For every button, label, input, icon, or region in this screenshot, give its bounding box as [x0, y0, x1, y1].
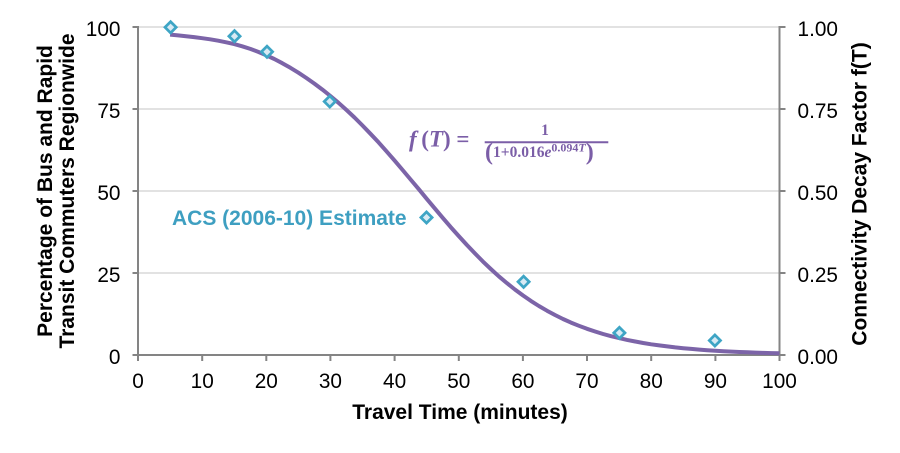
- svg-text:Percentage of Bus and Rapid: Percentage of Bus and Rapid: [34, 45, 57, 337]
- svg-text:1: 1: [541, 122, 549, 139]
- svg-text:ACS (2006-10) Estimate: ACS (2006-10) Estimate: [172, 207, 407, 230]
- svg-text:90: 90: [704, 370, 727, 393]
- svg-text:20: 20: [255, 370, 278, 393]
- svg-text:100: 100: [762, 370, 797, 393]
- svg-text:0.75: 0.75: [798, 100, 838, 123]
- svg-text:60: 60: [511, 370, 534, 393]
- svg-text:Transit Commuters Regionwide: Transit Commuters Regionwide: [56, 33, 79, 348]
- svg-text:10: 10: [191, 370, 214, 393]
- svg-text:Travel Time (minutes): Travel Time (minutes): [352, 401, 568, 424]
- svg-text:30: 30: [319, 370, 342, 393]
- svg-text:40: 40: [383, 370, 406, 393]
- svg-text:0.25: 0.25: [798, 264, 838, 287]
- svg-text:80: 80: [640, 370, 663, 393]
- svg-text:75: 75: [97, 100, 120, 123]
- svg-text:25: 25: [97, 264, 120, 287]
- svg-text:0: 0: [132, 370, 144, 393]
- svg-text:50: 50: [97, 182, 120, 205]
- svg-text:(1+0.016e0.094T): (1+0.016e0.094T): [485, 140, 594, 166]
- svg-text:50: 50: [447, 370, 470, 393]
- svg-text:70: 70: [575, 370, 598, 393]
- svg-text:0.00: 0.00: [798, 346, 838, 369]
- svg-text:f (T) =: f (T) =: [409, 127, 470, 152]
- svg-text:Connectivity Decay Factor f(T): Connectivity Decay Factor f(T): [849, 42, 872, 345]
- svg-text:100: 100: [86, 18, 121, 41]
- svg-text:0.50: 0.50: [798, 182, 838, 205]
- svg-text:1.00: 1.00: [798, 18, 838, 41]
- svg-text:0: 0: [109, 346, 121, 369]
